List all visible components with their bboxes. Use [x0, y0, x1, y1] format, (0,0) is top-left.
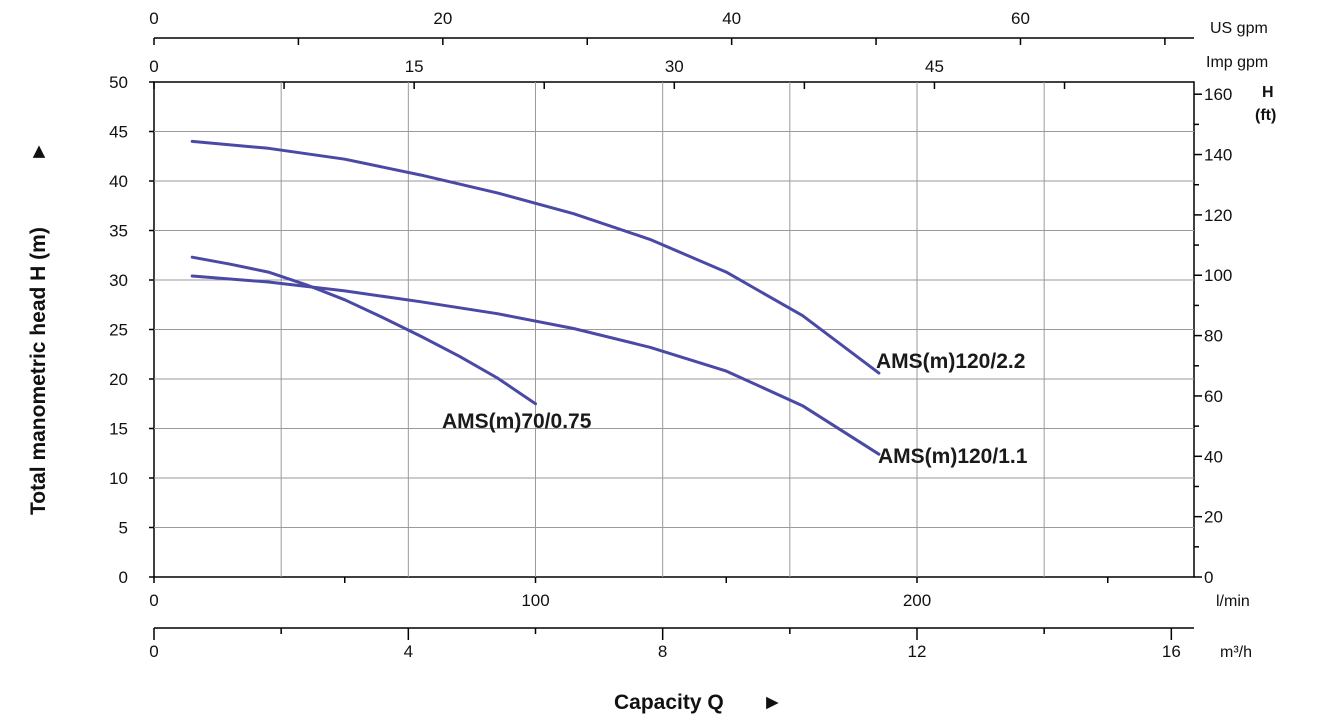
- us-gpm-tick-label: 20: [433, 9, 452, 28]
- imp-gpm-tick-label: 45: [925, 57, 944, 76]
- us-gpm-unit: US gpm: [1210, 20, 1268, 37]
- imp-gpm-tick-label: 0: [149, 57, 158, 76]
- label-layer: AMS(m)70/0.75 AMS(m)120/1.1 AMS(m)120/2.2: [442, 350, 1028, 468]
- x-axis-title: Capacity Q ►: [614, 691, 783, 714]
- h-ft-tick-label: 20: [1204, 508, 1223, 527]
- h-ft-tick-label: 40: [1204, 447, 1223, 466]
- m3h-unit: m³/h: [1220, 644, 1252, 661]
- series-label: AMS(m)120/1.1: [878, 445, 1028, 468]
- h-ft-tick-label: 140: [1204, 146, 1232, 165]
- h-ft-tick-label: 120: [1204, 206, 1232, 225]
- m3h-tick-label: 4: [404, 642, 413, 661]
- m3h-tick-label: 12: [908, 642, 927, 661]
- y-tick-label: 20: [109, 370, 128, 389]
- y-tick-label: 0: [119, 568, 128, 587]
- h-ft-tick-label: 60: [1204, 387, 1223, 406]
- h-ft-unit-ft: (ft): [1255, 107, 1276, 124]
- series-label: AMS(m)120/2.2: [876, 350, 1025, 373]
- series-line: [190, 255, 537, 406]
- m3h-tick-label: 16: [1162, 642, 1181, 661]
- y-axis-title: Total manometric head H (m) ►: [27, 141, 50, 515]
- y-tick-label: 35: [109, 222, 128, 241]
- imp-gpm-unit: Imp gpm: [1206, 54, 1268, 71]
- us-gpm-tick-label: 40: [722, 9, 741, 28]
- h-ft-tick-label: 0: [1204, 568, 1213, 587]
- h-ft-unit-h: H: [1262, 84, 1274, 101]
- imp-gpm-tick-label: 30: [665, 57, 684, 76]
- m3h-tick-label: 8: [658, 642, 667, 661]
- series-line: [190, 139, 881, 375]
- y-tick-label: 25: [109, 321, 128, 340]
- grid-layer: [154, 82, 1194, 577]
- m3h-tick-label: 0: [149, 642, 158, 661]
- y-tick-label: 15: [109, 420, 128, 439]
- h-ft-tick-label: 160: [1204, 85, 1232, 104]
- x-axis-arrow: ►: [762, 691, 783, 714]
- y-tick-label: 40: [109, 172, 128, 191]
- h-ft-tick-label: 80: [1204, 327, 1223, 346]
- y-tick-label: 30: [109, 271, 128, 290]
- x-tick-label: 100: [521, 591, 549, 610]
- series-layer: [190, 139, 881, 456]
- series-line: [190, 274, 881, 456]
- h-ft-tick-label: 100: [1204, 266, 1232, 285]
- us-gpm-tick-label: 0: [149, 9, 158, 28]
- lmin-unit: l/min: [1216, 593, 1250, 610]
- y-tick-label: 10: [109, 469, 128, 488]
- y-tick-label: 5: [119, 519, 128, 538]
- y-axis-arrow: ►: [27, 141, 50, 162]
- y-tick-label: 50: [109, 73, 128, 92]
- x-tick-label: 0: [149, 591, 158, 610]
- series-label: AMS(m)70/0.75: [442, 410, 592, 433]
- x-tick-label: 200: [903, 591, 931, 610]
- us-gpm-tick-label: 60: [1011, 9, 1030, 28]
- imp-gpm-tick-label: 15: [405, 57, 424, 76]
- y-tick-label: 45: [109, 123, 128, 142]
- x-axis-title-text: Capacity Q: [614, 691, 724, 714]
- y-axis-title-text: Total manometric head H (m): [27, 227, 50, 515]
